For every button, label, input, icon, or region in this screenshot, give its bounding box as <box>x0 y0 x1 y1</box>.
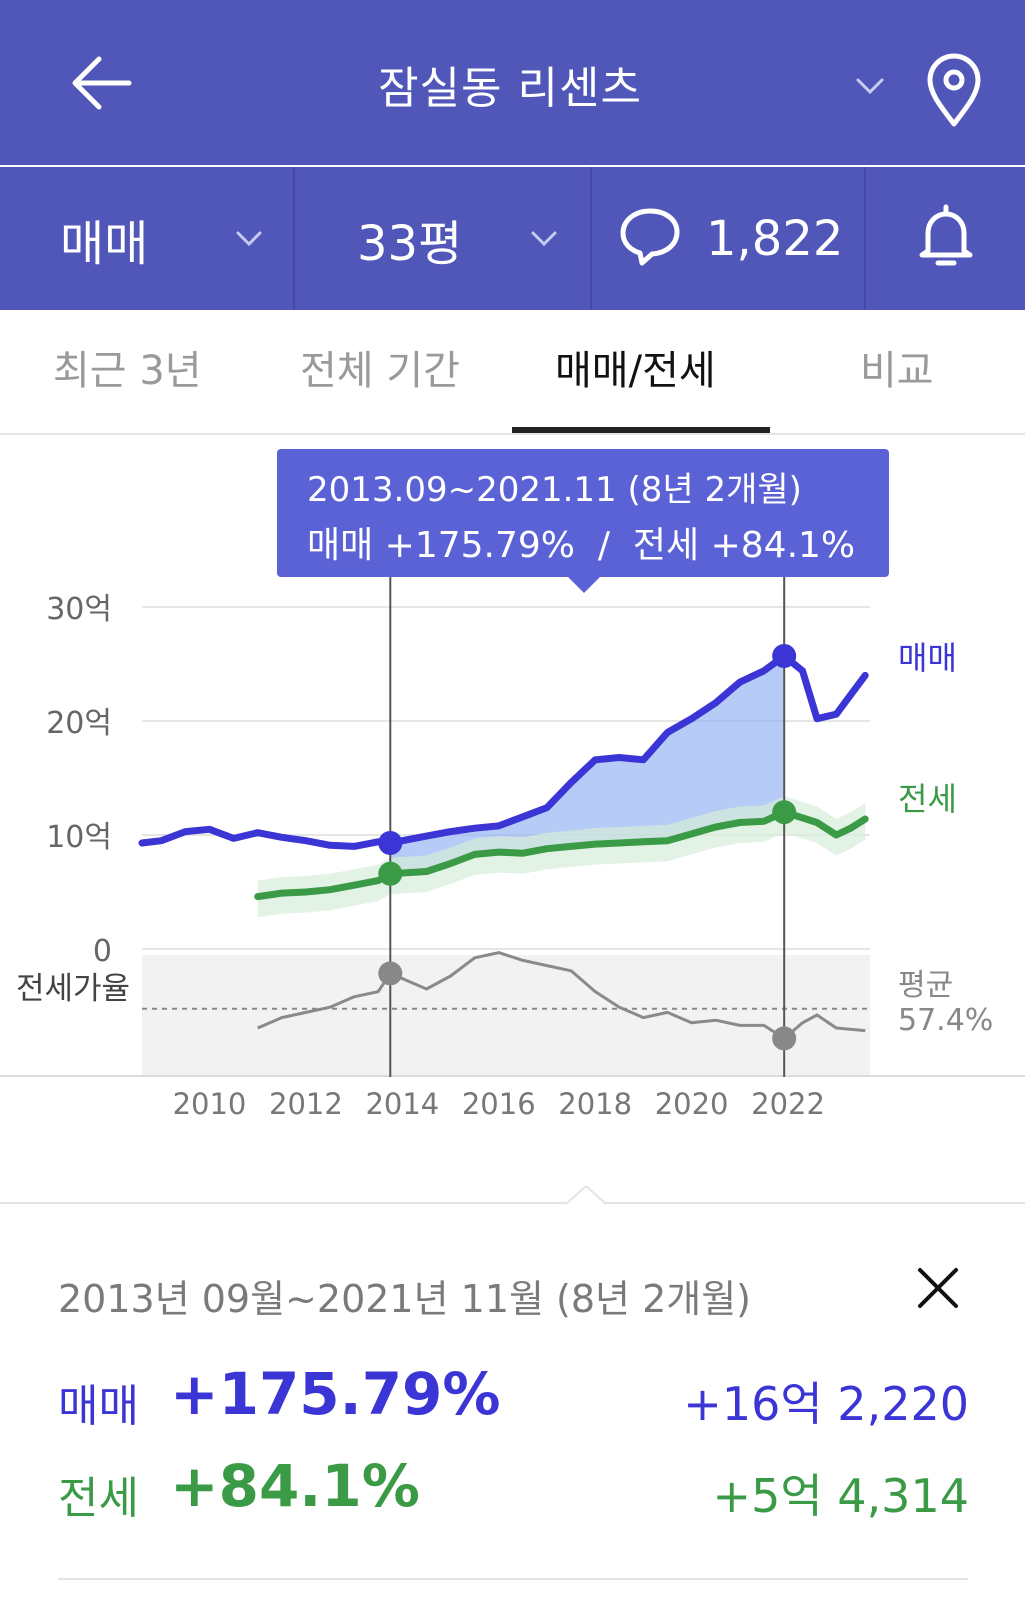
x-tick-label: 2016 <box>462 1087 536 1121</box>
divider <box>58 1578 968 1580</box>
x-tick-label: 2020 <box>655 1087 729 1121</box>
jeonse-marker-dot <box>772 800 797 825</box>
sale-series-label: 매매 <box>898 639 957 677</box>
arrow-left-icon <box>72 56 132 110</box>
active-tab-indicator <box>512 427 770 433</box>
comment-count: 1,822 <box>706 210 844 267</box>
ratio-average-value: 57.4% <box>898 1003 993 1038</box>
tab-compare[interactable]: 비교 <box>860 348 934 394</box>
y-tick-label: 0 <box>93 934 112 969</box>
price-chart-svg: 30억 20억 10억 0 2010 2012 2014 2016 2018 2020 2022 매매… <box>0 567 1025 1121</box>
sale-amount: +16억 2,220 <box>683 1377 969 1431</box>
filter-bar: 매매 33평 1,822 <box>0 167 1025 310</box>
y-tick-label: 30억 <box>46 592 112 627</box>
tab-sale-jeonse[interactable]: 매매/전세 <box>555 348 716 394</box>
x-tick-label: 2014 <box>365 1087 439 1121</box>
tooltip-arrow <box>568 577 600 593</box>
jeonse-percent: +84.1% <box>170 1452 420 1520</box>
area-select[interactable]: 33평 <box>295 167 592 310</box>
divider <box>0 1202 1025 1204</box>
ratio-marker-dot <box>772 1026 797 1051</box>
notification-button[interactable] <box>866 167 1025 310</box>
jeonse-label: 전세 <box>58 1473 139 1524</box>
x-tick-label: 2010 <box>173 1087 247 1121</box>
back-button[interactable] <box>62 48 142 118</box>
ratio-label: 전세가율 <box>16 971 130 1007</box>
bell-icon <box>919 204 973 266</box>
trade-type-select[interactable]: 매매 <box>0 167 295 310</box>
comments-button[interactable]: 1,822 <box>592 167 866 310</box>
sale-percent: +175.79% <box>170 1360 501 1428</box>
ratio-marker-dot <box>378 961 403 986</box>
detail-period: 2013년 09월~2021년 11월 (8년 2개월) <box>58 1277 752 1321</box>
jeonse-amount: +5억 4,314 <box>712 1469 969 1523</box>
tab-recent-3y[interactable]: 최근 3년 <box>53 348 202 394</box>
x-tick-label: 2018 <box>558 1087 632 1121</box>
tooltip-period: 2013.09~2021.11 (8년 2개월) <box>307 470 802 510</box>
trade-type-label: 매매 <box>60 215 149 272</box>
sale-marker-dot <box>772 644 797 669</box>
chevron-down-icon[interactable] <box>850 66 890 106</box>
tab-all-period[interactable]: 전체 기간 <box>300 348 460 394</box>
x-tick-label: 2022 <box>751 1087 825 1121</box>
y-tick-label: 10억 <box>46 820 112 855</box>
area-label: 33평 <box>357 215 463 272</box>
caret-up-icon <box>566 1186 606 1205</box>
x-tick-label: 2012 <box>269 1087 343 1121</box>
sale-label: 매매 <box>58 1381 139 1432</box>
chevron-down-icon <box>236 231 262 247</box>
speech-bubble-icon <box>620 208 680 266</box>
close-button[interactable] <box>912 1262 964 1314</box>
y-tick-label: 20억 <box>46 706 112 741</box>
jeonse-series-label: 전세 <box>898 780 957 818</box>
price-chart[interactable]: 30억 20억 10억 0 2010 2012 2014 2016 2018 2020 2022 매매… <box>0 437 1025 1202</box>
selection-tooltip: 2013.09~2021.11 (8년 2개월) 매매 +175.79% / 전… <box>277 449 889 577</box>
ratio-average-label: 평균 <box>898 968 953 1003</box>
selection-area <box>390 656 784 874</box>
period-tabs: 최근 3년 전체 기간 매매/전세 비교 <box>0 310 1025 435</box>
map-pin-icon[interactable] <box>922 50 986 130</box>
sale-marker-dot <box>378 830 403 855</box>
page-title[interactable]: 잠실동 리센츠 <box>378 63 642 114</box>
close-icon <box>918 1268 958 1308</box>
chevron-down-icon <box>531 231 557 247</box>
jeonse-marker-dot <box>378 861 403 886</box>
tooltip-summary: 매매 +175.79% / 전세 +84.1% <box>307 525 856 566</box>
ratio-band <box>142 955 870 1075</box>
top-app-bar: 잠실동 리센츠 <box>0 0 1025 165</box>
